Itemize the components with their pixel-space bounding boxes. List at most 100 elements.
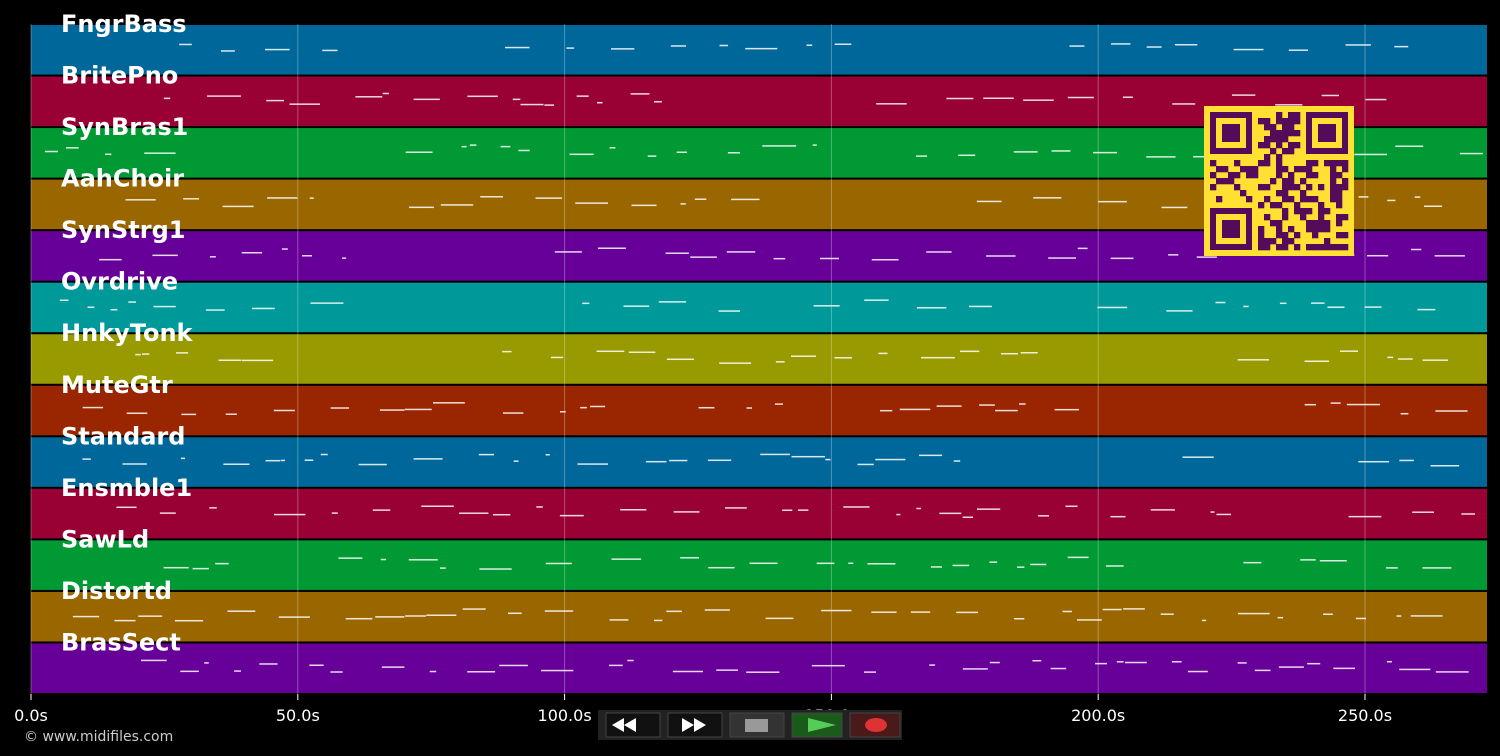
- note: [1160, 613, 1174, 615]
- note: [1399, 668, 1431, 671]
- qr-module: [1276, 244, 1283, 251]
- rewind-button[interactable]: [605, 712, 661, 738]
- qr-module: [1282, 196, 1289, 203]
- note: [413, 458, 443, 460]
- qr-module: [1258, 202, 1265, 209]
- note: [1123, 608, 1145, 610]
- note: [180, 670, 199, 673]
- note: [1098, 200, 1127, 203]
- note: [408, 559, 438, 561]
- note: [467, 95, 498, 98]
- note: [731, 198, 760, 201]
- qr-module: [1258, 226, 1265, 233]
- note: [672, 670, 703, 673]
- note: [707, 459, 732, 462]
- qr-module: [1336, 232, 1343, 239]
- qr-module: [1270, 238, 1277, 245]
- qr-module: [1288, 130, 1295, 137]
- qr-module: [1306, 220, 1313, 227]
- qr-module: [1294, 112, 1301, 119]
- note: [1019, 403, 1026, 405]
- forward-button[interactable]: [667, 712, 723, 738]
- note: [864, 299, 889, 301]
- note: [575, 202, 608, 204]
- qr-module: [1312, 160, 1319, 167]
- qr-module: [1324, 238, 1331, 245]
- track-row: [31, 334, 1487, 384]
- note: [289, 103, 321, 105]
- note: [536, 506, 543, 508]
- note: [433, 402, 465, 404]
- note: [1210, 511, 1215, 513]
- note: [962, 516, 974, 519]
- qr-module: [1264, 244, 1271, 251]
- track-name: FngrBass: [61, 10, 187, 38]
- stop-button[interactable]: [729, 712, 785, 738]
- note: [520, 103, 544, 106]
- note: [141, 353, 150, 355]
- note: [765, 617, 794, 620]
- note: [505, 46, 530, 49]
- qr-module: [1324, 160, 1331, 167]
- qr-module: [1312, 172, 1319, 179]
- note: [122, 463, 147, 465]
- note: [500, 145, 511, 148]
- qr-module: [1336, 172, 1343, 179]
- qr-module: [1276, 166, 1283, 173]
- note: [82, 458, 91, 460]
- note: [1277, 616, 1284, 619]
- note: [1097, 306, 1128, 309]
- qr-module: [1336, 196, 1343, 203]
- note: [322, 49, 338, 52]
- qr-module: [1222, 166, 1229, 173]
- note: [1387, 356, 1394, 359]
- note: [273, 409, 295, 412]
- note: [1348, 515, 1382, 518]
- qr-module: [1342, 160, 1349, 167]
- note: [266, 99, 284, 102]
- note: [1434, 255, 1465, 257]
- note: [1095, 662, 1107, 665]
- note: [218, 359, 242, 361]
- track-name: HnkyTonk: [61, 319, 194, 347]
- qr-module: [1342, 232, 1349, 239]
- qr-module: [1306, 166, 1313, 173]
- qr-module: [1282, 166, 1289, 173]
- note: [1077, 247, 1088, 250]
- qr-finder: [1222, 220, 1240, 238]
- note: [1254, 669, 1271, 672]
- note: [152, 254, 178, 257]
- qr-module: [1336, 160, 1343, 167]
- note: [1124, 661, 1147, 664]
- note: [608, 664, 623, 667]
- note: [727, 152, 741, 154]
- note: [746, 671, 780, 673]
- play-button[interactable]: [791, 712, 843, 738]
- note: [930, 566, 942, 568]
- note: [192, 567, 209, 570]
- qr-module: [1288, 112, 1295, 119]
- qr-module: [1258, 118, 1265, 125]
- note: [939, 512, 962, 515]
- note: [620, 509, 647, 511]
- note: [1237, 612, 1270, 615]
- qr-module: [1282, 232, 1289, 239]
- note: [1300, 559, 1316, 561]
- note: [259, 663, 278, 665]
- note: [1366, 254, 1389, 257]
- note: [1014, 618, 1025, 620]
- tick-label: 250.0s: [1338, 706, 1392, 725]
- note: [628, 351, 656, 353]
- note: [144, 152, 176, 154]
- qr-module: [1240, 190, 1247, 197]
- note: [791, 355, 816, 357]
- qr-module: [1282, 184, 1289, 191]
- qr-module: [1264, 142, 1271, 149]
- note: [1233, 48, 1264, 51]
- note: [372, 509, 391, 511]
- record-button[interactable]: [849, 712, 901, 738]
- note: [960, 350, 980, 353]
- note: [609, 147, 616, 149]
- qr-module: [1264, 136, 1271, 143]
